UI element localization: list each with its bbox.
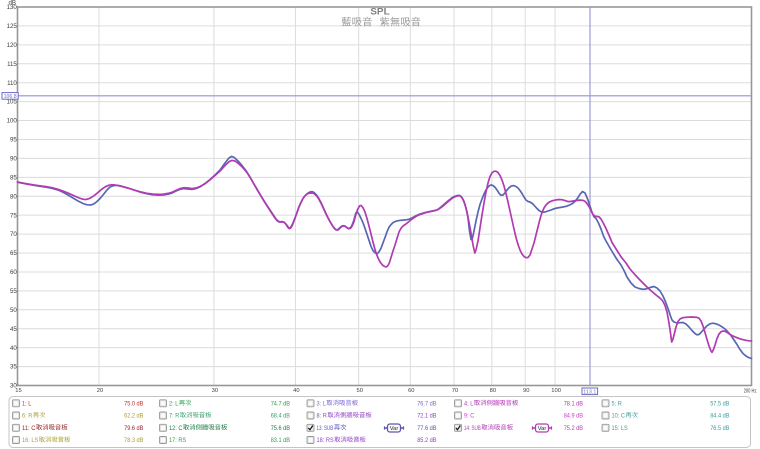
svg-text:90: 90 [10,156,17,163]
svg-text:10: C: 10: C [612,413,626,420]
svg-text:60: 60 [408,388,414,394]
svg-text:55: 55 [10,288,17,295]
svg-text:84.9 dB: 84.9 dB [564,413,583,420]
svg-text:106.8: 106.8 [4,94,17,100]
svg-text:200 Hz: 200 Hz [744,389,757,395]
svg-text:70: 70 [452,388,458,394]
svg-text:84.4 dB: 84.4 dB [710,413,729,420]
svg-text:115: 115 [7,61,17,68]
svg-text:16: LS: 16: LS [22,437,38,444]
svg-text:45: 45 [10,326,17,333]
svg-text:12: C: 12: C [169,425,183,432]
svg-text:8: R: 8: R [317,413,328,420]
svg-text:11: C: 11: C [22,425,36,432]
svg-text:Var: Var [390,426,399,432]
svg-text:110: 110 [7,80,17,87]
svg-text:14: SUB: 14: SUB [464,425,481,432]
svg-text:20: 20 [97,388,103,394]
svg-text:76.7 dB: 76.7 dB [417,401,436,408]
svg-text:7: R: 7: R [169,413,180,420]
svg-text:130: 130 [7,4,18,11]
svg-text:35: 35 [10,364,17,371]
svg-text:80: 80 [10,193,17,200]
svg-text:15: LS: 15: LS [612,425,628,432]
svg-text:40: 40 [293,388,299,394]
svg-text:6: R: 6: R [22,413,33,420]
svg-text:68.4 dB: 68.4 dB [271,413,290,420]
svg-text:9: C: 9: C [464,413,475,420]
svg-text:dB: dB [9,0,16,6]
svg-text:100: 100 [7,118,18,125]
svg-text:5: R: 5: R [612,401,623,408]
svg-text:60: 60 [10,269,17,276]
svg-text:4: L: 4: L [464,401,474,408]
svg-text:83.1 dB: 83.1 dB [271,437,290,444]
svg-text:76.5 dB: 76.5 dB [710,425,729,432]
svg-text:2: L: 2: L [169,401,179,408]
svg-text:17: RS: 17: RS [169,437,186,444]
svg-text:75.2 dB: 75.2 dB [564,425,583,432]
svg-text:105: 105 [7,99,18,106]
svg-text:13: SUB: 13: SUB [317,425,334,432]
svg-text:113.1: 113.1 [583,389,596,395]
svg-text:70: 70 [10,231,17,238]
svg-text:74.7 dB: 74.7 dB [271,401,290,408]
svg-text:80: 80 [490,388,496,394]
svg-text:SPL: SPL [370,7,390,17]
svg-text:18: RS: 18: RS [317,437,334,444]
svg-text:75.0 dB: 75.0 dB [124,401,143,408]
svg-text:40: 40 [10,345,17,352]
svg-text:62.2 dB: 62.2 dB [124,413,143,420]
svg-text:120: 120 [7,42,18,49]
svg-text:30: 30 [212,388,218,394]
svg-text:15: 15 [15,388,21,394]
svg-text:Var: Var [538,426,547,432]
svg-text:30: 30 [10,383,17,390]
svg-text:50: 50 [10,307,17,314]
svg-text:85.2 dB: 85.2 dB [417,437,436,444]
svg-text:79.6 dB: 79.6 dB [124,425,143,432]
svg-text:78.1 dB: 78.1 dB [564,401,583,408]
svg-text:77.6 dB: 77.6 dB [417,425,436,432]
svg-text:1: L: 1: L [22,401,32,408]
svg-text:72.1 dB: 72.1 dB [417,413,436,420]
svg-text:125: 125 [7,23,18,30]
svg-text:3: L: 3: L [317,401,327,408]
svg-text:100: 100 [551,388,561,394]
svg-text:50: 50 [356,388,362,394]
svg-text:75: 75 [10,212,17,219]
svg-text:78.3 dB: 78.3 dB [124,437,143,444]
svg-text:95: 95 [10,137,17,144]
svg-text:57.5 dB: 57.5 dB [710,401,729,408]
svg-text:90: 90 [523,388,529,394]
svg-text:65: 65 [10,250,17,257]
svg-text:75.6 dB: 75.6 dB [271,425,290,432]
svg-text:85: 85 [10,174,17,181]
